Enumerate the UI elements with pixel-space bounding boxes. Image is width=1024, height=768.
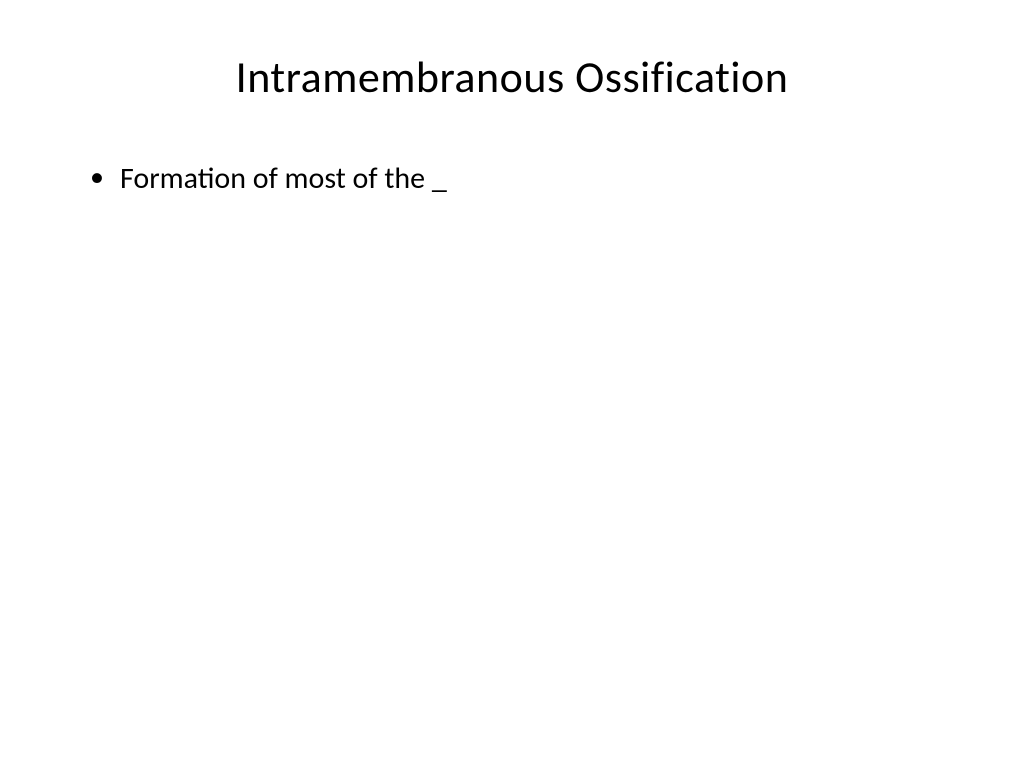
bullet-item: Formation of most of the _ (90, 159, 954, 198)
presentation-slide: Intramembranous Ossification Formation o… (0, 0, 1024, 768)
slide-content: Formation of most of the _ (70, 159, 954, 198)
slide-title: Intramembranous Ossification (70, 50, 954, 104)
bullet-list: Formation of most of the _ (90, 159, 954, 198)
